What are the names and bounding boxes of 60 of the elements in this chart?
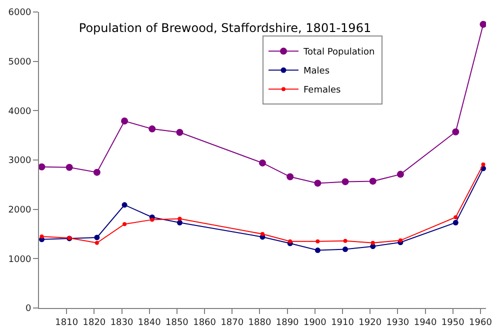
point bbox=[40, 234, 44, 238]
x-tick-label: 1920 bbox=[358, 318, 382, 328]
x-tick-label: 1960 bbox=[469, 318, 492, 328]
point bbox=[369, 178, 376, 185]
point bbox=[452, 220, 458, 226]
point bbox=[286, 173, 294, 180]
x-tick-label: 1900 bbox=[303, 318, 327, 328]
legend-label: Total Population bbox=[302, 48, 375, 58]
point bbox=[260, 232, 264, 236]
x-tick-label: 1810 bbox=[55, 318, 78, 328]
point bbox=[396, 170, 404, 178]
x-tick-label: 1830 bbox=[110, 318, 134, 328]
x-tick-label: 1950 bbox=[441, 318, 465, 328]
y-tick-label: 3000 bbox=[8, 156, 32, 166]
point bbox=[481, 162, 486, 166]
x-tick-label: 1870 bbox=[220, 318, 244, 328]
point bbox=[176, 128, 184, 136]
point bbox=[121, 118, 128, 125]
point bbox=[94, 234, 100, 240]
x-tick-label: 1820 bbox=[82, 318, 106, 328]
point bbox=[288, 239, 292, 244]
point bbox=[94, 240, 99, 245]
x-tick-label: 1850 bbox=[166, 318, 189, 328]
point bbox=[122, 222, 127, 226]
point bbox=[150, 218, 154, 222]
y-tick-label: 6000 bbox=[8, 8, 32, 18]
point bbox=[314, 248, 320, 254]
point bbox=[342, 178, 349, 186]
point bbox=[480, 20, 486, 28]
point bbox=[452, 128, 460, 136]
point bbox=[259, 159, 266, 166]
point bbox=[148, 125, 156, 132]
point bbox=[176, 220, 182, 226]
x-tick-label: 1940 bbox=[414, 318, 438, 328]
point bbox=[398, 238, 402, 242]
point bbox=[454, 215, 458, 220]
x-tick-label: 1880 bbox=[248, 318, 272, 328]
point bbox=[316, 239, 320, 244]
x-tick-label: 1840 bbox=[138, 318, 162, 328]
text: Population of Brewood, Staffordshire, 1801-1961 bbox=[78, 20, 372, 35]
point bbox=[370, 240, 375, 245]
y-tick-label: 4000 bbox=[8, 106, 32, 117]
legend-label: Males bbox=[304, 66, 330, 77]
x-tick-label: 1890 bbox=[276, 318, 300, 328]
point bbox=[314, 180, 322, 187]
y-tick-label: 1000 bbox=[8, 254, 32, 265]
point bbox=[343, 238, 348, 243]
x-tick-label: 1930 bbox=[386, 318, 410, 328]
y-tick-label: 2000 bbox=[8, 205, 32, 216]
point bbox=[39, 163, 46, 170]
y-tick-label: 0 bbox=[25, 304, 32, 314]
point bbox=[342, 246, 348, 252]
point bbox=[122, 202, 128, 208]
point bbox=[93, 168, 100, 176]
y-tick-label: 5000 bbox=[8, 57, 32, 68]
point bbox=[66, 164, 73, 171]
point bbox=[178, 216, 182, 221]
legend-label: Females bbox=[304, 86, 342, 96]
x-tick-label: 1860 bbox=[193, 318, 216, 328]
x-tick-label: 1910 bbox=[331, 318, 354, 328]
